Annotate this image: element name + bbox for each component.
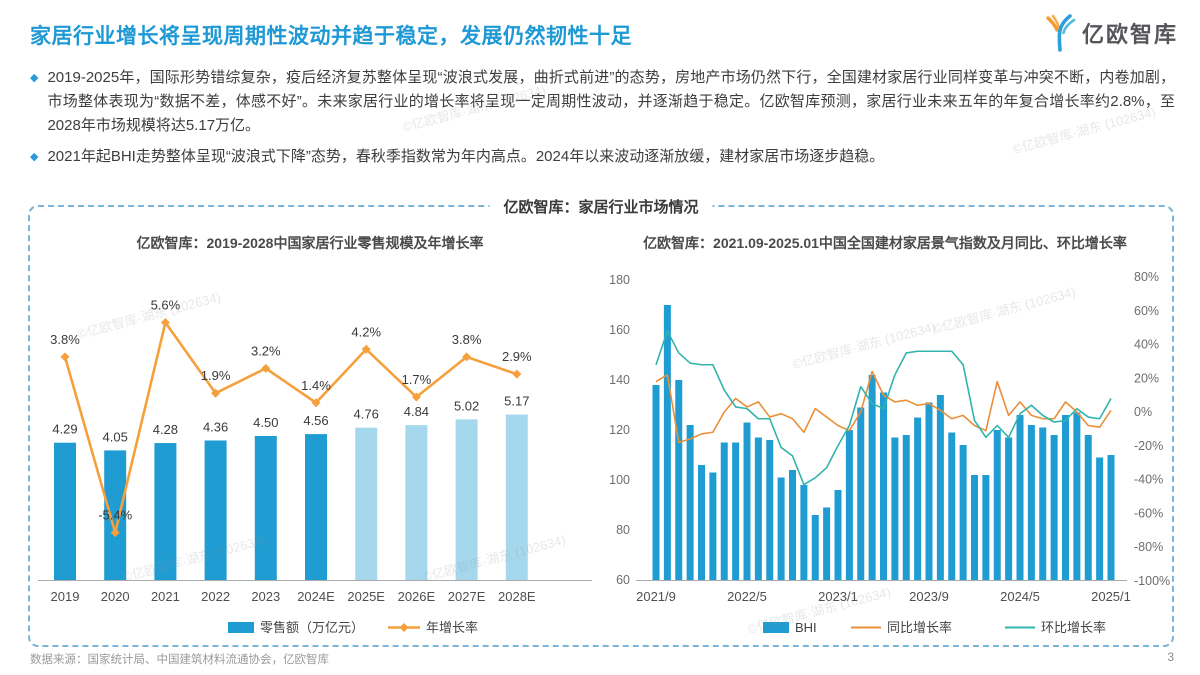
svg-text:2025/1: 2025/1: [1091, 589, 1131, 604]
svg-text:2020: 2020: [101, 589, 130, 604]
svg-text:4.2%: 4.2%: [351, 324, 381, 339]
mom-line: [655, 330, 1112, 486]
svg-text:2021: 2021: [151, 589, 180, 604]
bhi-bars: [652, 305, 1115, 580]
svg-text:60: 60: [616, 573, 630, 587]
growth-line: 3.8% -5.4% 5.6% 1.9% 3.2% 1.4% 4.2% 1.7% 3.8% 2.9…: [50, 298, 532, 538]
svg-text:20%: 20%: [1134, 371, 1159, 385]
svg-text:4.76: 4.76: [354, 407, 379, 422]
svg-text:-60%: -60%: [1134, 506, 1163, 520]
left-chart-title: 亿欧智库：2019-2028中国家居行业零售规模及年增长率: [136, 235, 484, 251]
left-legend: 零售额（万亿元） 年增长率: [228, 620, 478, 635]
svg-text:3.2%: 3.2%: [251, 343, 281, 358]
svg-text:2028E: 2028E: [498, 589, 536, 604]
svg-text:4.05: 4.05: [103, 429, 128, 444]
svg-text:60%: 60%: [1134, 304, 1159, 318]
bullet-text: 2019-2025年，国际形势错综复杂，疫后经济复苏整体呈现“波浪式发展，曲折式…: [47, 69, 1175, 134]
svg-text:3.8%: 3.8%: [50, 332, 80, 347]
svg-text:4.28: 4.28: [153, 422, 178, 437]
svg-text:2024E: 2024E: [297, 589, 335, 604]
svg-text:年增长率: 年增长率: [426, 620, 478, 635]
svg-text:180: 180: [609, 273, 630, 287]
page-number: 3: [1167, 650, 1174, 664]
svg-text:-80%: -80%: [1134, 540, 1163, 554]
diamond-bullet-icon: [30, 66, 38, 138]
summary-bullets: 2019-2025年，国际形势错综复杂，疫后经济复苏整体呈现“波浪式发展，曲折式…: [30, 66, 1175, 176]
svg-text:2021/9: 2021/9: [636, 589, 676, 604]
svg-text:160: 160: [609, 323, 630, 337]
svg-text:2019: 2019: [51, 589, 80, 604]
logo: 亿欧智库: [1042, 14, 1178, 52]
svg-text:4.56: 4.56: [303, 413, 328, 428]
logo-text: 亿欧智库: [1081, 22, 1178, 47]
svg-text:1.4%: 1.4%: [301, 378, 331, 393]
svg-text:2025E: 2025E: [347, 589, 385, 604]
svg-text:2023/1: 2023/1: [818, 589, 858, 604]
svg-text:120: 120: [609, 423, 630, 437]
svg-text:1.9%: 1.9%: [201, 368, 231, 383]
bullet-text: 2021年起BHI走势整体呈现“波浪式下降”态势，春秋季指数常为年内高点。202…: [47, 148, 885, 165]
svg-text:3.8%: 3.8%: [452, 332, 482, 347]
svg-text:2.9%: 2.9%: [502, 349, 532, 364]
svg-text:4.84: 4.84: [404, 404, 429, 419]
svg-text:2022/5: 2022/5: [727, 589, 767, 604]
bullet-item: 2019-2025年，国际形势错综复杂，疫后经济复苏整体呈现“波浪式发展，曲折式…: [30, 66, 1175, 138]
svg-text:2027E: 2027E: [448, 589, 486, 604]
svg-text:5.6%: 5.6%: [151, 298, 181, 313]
charts-panel: 亿欧智库：家居行业市场情况 亿欧智库：2019-2028中国家居行业零售规模及年…: [28, 196, 1174, 647]
svg-text:-20%: -20%: [1134, 439, 1163, 453]
svg-text:-40%: -40%: [1134, 473, 1163, 487]
svg-text:5.17: 5.17: [504, 394, 529, 409]
svg-text:2026E: 2026E: [398, 589, 436, 604]
logo-icon: [1046, 14, 1076, 52]
charts-canvas: 4.29 4.05 4.28 4.36 4.50 4.56 4.76 4.84 5.02 5.17…: [38, 270, 1170, 635]
page-title: 家居行业增长将呈现周期性波动并趋于稳定，发展仍然韧性十足: [30, 25, 632, 48]
svg-text:5.02: 5.02: [454, 398, 479, 413]
svg-text:2023/9: 2023/9: [909, 589, 949, 604]
svg-text:1.7%: 1.7%: [402, 372, 432, 387]
svg-text:80: 80: [616, 523, 630, 537]
svg-text:同比增长率: 同比增长率: [887, 620, 952, 635]
retail-bars: 4.29 4.05 4.28 4.36 4.50 4.56 4.76 4.84 5.02 5.17: [52, 394, 529, 580]
svg-text:0%: 0%: [1134, 405, 1152, 419]
svg-text:-5.4%: -5.4%: [98, 508, 132, 523]
svg-text:80%: 80%: [1134, 270, 1159, 284]
diamond-bullet-icon: [30, 145, 38, 169]
right-chart: 180 160 140 120 100 80 60 80% 60% 40% 20% 0% -20% -40…: [609, 270, 1170, 635]
svg-text:4.36: 4.36: [203, 419, 228, 434]
svg-text:BHI: BHI: [795, 620, 817, 635]
right-legend: BHI 同比增长率 环比增长率: [763, 620, 1106, 635]
svg-text:2024/5: 2024/5: [1000, 589, 1040, 604]
svg-text:-100%: -100%: [1134, 574, 1170, 588]
svg-text:环比增长率: 环比增长率: [1041, 620, 1106, 635]
svg-text:2022: 2022: [201, 589, 230, 604]
svg-text:2023: 2023: [251, 589, 280, 604]
svg-text:零售额（万亿元）: 零售额（万亿元）: [260, 620, 364, 635]
svg-text:4.29: 4.29: [52, 422, 77, 437]
svg-text:4.50: 4.50: [253, 415, 278, 430]
panel-label: 亿欧智库：家居行业市场情况: [489, 196, 713, 217]
bullet-item: 2021年起BHI走势整体呈现“波浪式下降”态势，春秋季指数常为年内高点。202…: [30, 145, 1175, 169]
right-chart-title: 亿欧智库：2021.09-2025.01中国全国建材家居景气指数及月同比、环比增…: [643, 235, 1127, 251]
svg-text:40%: 40%: [1134, 338, 1159, 352]
yoy-line: [655, 370, 1112, 444]
svg-text:100: 100: [609, 473, 630, 487]
footer-source: 数据来源：国家统计局、中国建筑材料流通协会，亿欧智库: [30, 654, 329, 666]
left-chart: 4.29 4.05 4.28 4.36 4.50 4.56 4.76 4.84 5.02 5.17…: [38, 298, 592, 635]
svg-text:140: 140: [609, 373, 630, 387]
